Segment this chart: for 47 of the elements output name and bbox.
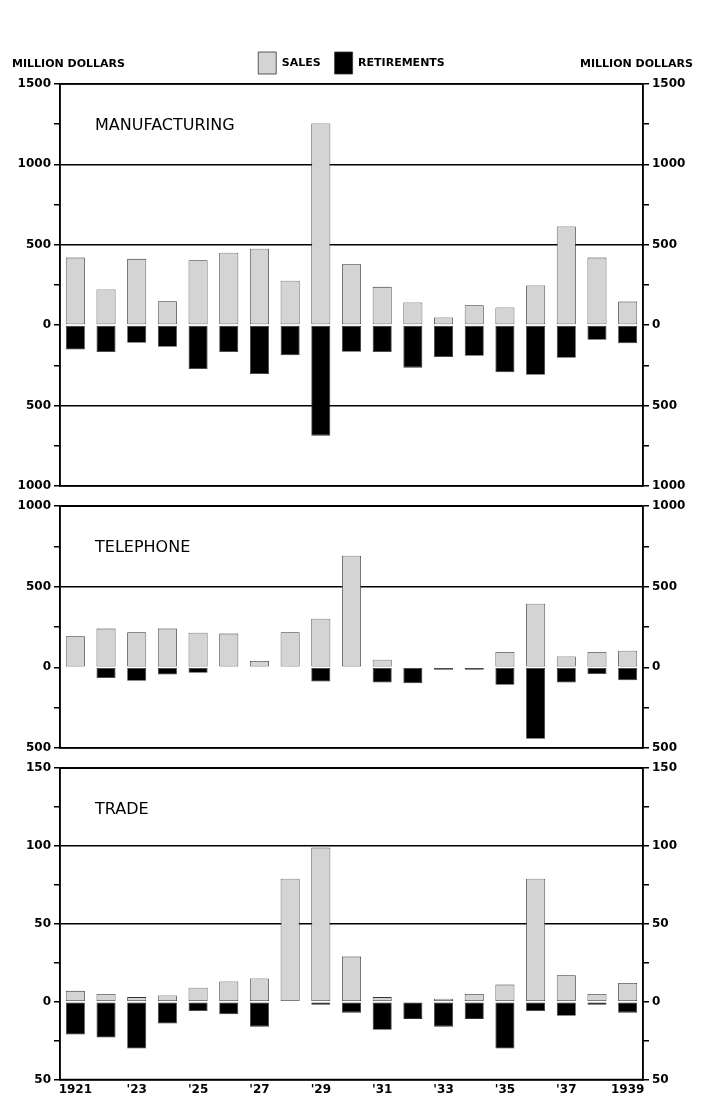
legend-label: RETIREMENTS: [358, 55, 445, 69]
y2-tick-label: 0: [652, 659, 661, 674]
y-axis-title: MILLION DOLLARS: [12, 57, 126, 71]
y2-tick-label: 500: [652, 578, 678, 593]
text: TRADE: [94, 799, 149, 819]
y2-tick-label: 50: [652, 1071, 669, 1086]
x-tick-label: '33: [433, 1081, 454, 1096]
x-tick-label: 1939: [610, 1081, 645, 1096]
legend-label: SALES: [281, 55, 321, 69]
y2-tick-label: 500: [652, 739, 678, 754]
y-tick-label: 100: [25, 838, 51, 853]
y2-tick-label: 0: [652, 993, 661, 1008]
x-tick-label: '29: [310, 1081, 331, 1096]
y2-tick-label: 50: [652, 916, 669, 931]
y-tick-label: 150: [25, 760, 51, 775]
y2-tick-label: 1000: [652, 477, 686, 492]
y-tick-label: 500: [25, 739, 51, 754]
text: MANUFACTURING: [95, 115, 235, 135]
y2-tick-label: 1000: [652, 498, 686, 513]
x-tick-label: '23: [126, 1081, 147, 1096]
y2-tick-label: 1000: [652, 156, 686, 171]
text: TELEPHONE: [94, 537, 191, 557]
x-tick-label: 1921: [58, 1081, 93, 1096]
y2-tick-label: 0: [652, 317, 661, 332]
x-tick-label: '27: [249, 1081, 270, 1096]
x-tick-label: '37: [556, 1081, 577, 1096]
y2-tick-label: 150: [652, 760, 678, 775]
y-tick-label: 1000: [17, 477, 51, 492]
y-tick-label: 500: [25, 578, 51, 593]
y2-tick-label: 500: [652, 236, 678, 251]
y-tick-label: 500: [25, 236, 51, 251]
y-tick-label: 1500: [17, 76, 51, 91]
x-tick-label: '25: [187, 1081, 209, 1096]
y-tick-label: 0: [42, 993, 51, 1008]
y2-tick-label: 500: [652, 397, 678, 412]
y-tick-label: 1000: [17, 498, 51, 513]
y2-tick-label: 100: [652, 838, 678, 853]
y-tick-label: 500: [25, 397, 51, 412]
y-tick-label: 0: [42, 659, 51, 674]
y-tick-label: 50: [34, 916, 51, 931]
y-tick-label: 1000: [17, 156, 51, 171]
x-tick-label: '35: [494, 1081, 516, 1096]
y2-axis-title: MILLION DOLLARS: [580, 57, 694, 71]
y2-tick-label: 1500: [652, 76, 686, 91]
y-tick-label: 0: [42, 317, 51, 332]
x-tick-label: '31: [372, 1081, 393, 1096]
y-tick-label: 50: [34, 1071, 51, 1086]
